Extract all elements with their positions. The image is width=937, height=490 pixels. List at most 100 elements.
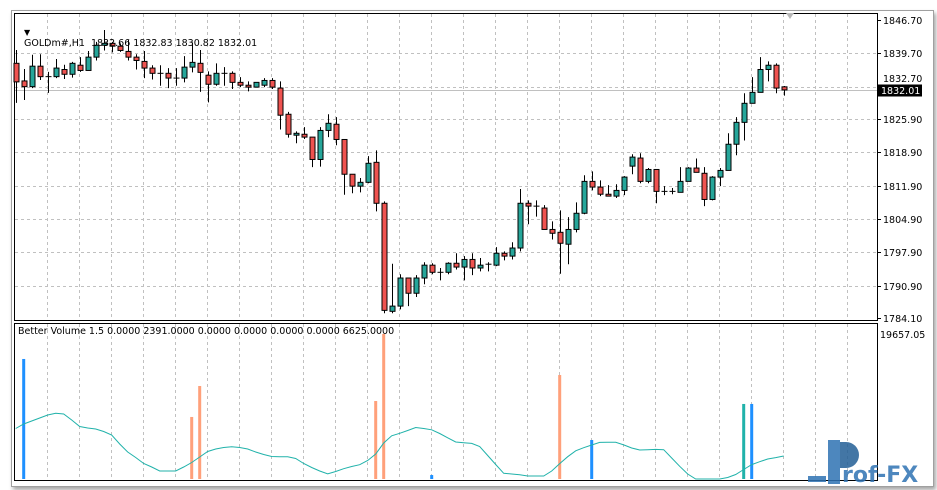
candle (341, 138, 348, 195)
candle-body-bull (749, 91, 756, 104)
chart-header: ▼ GOLDm#,H1 1832.66 1832.83 1830.82 1832… (18, 16, 257, 49)
candle-body-bull (445, 262, 452, 273)
candle-body-bear (205, 74, 212, 85)
candle (109, 41, 116, 53)
candle (269, 78, 276, 90)
price-tick-label: 1825.90 (883, 115, 922, 126)
candle-body-bull (53, 67, 60, 78)
logo-p-bowl (840, 442, 859, 468)
candle (253, 81, 260, 88)
candle-body-bull (709, 176, 716, 200)
candle-body-bear (429, 264, 436, 273)
chart-menu-triangle-icon[interactable]: ▼ (24, 28, 31, 37)
candle (53, 59, 60, 79)
candle-body-bear (237, 81, 244, 86)
candle (157, 65, 164, 86)
candle-body-bull (213, 72, 220, 85)
candle-body-bull (725, 143, 732, 171)
current-price-label: 1832.01 (881, 86, 920, 97)
candle-body-bull (613, 189, 620, 197)
volume-bar-orange (190, 416, 194, 479)
candle-body-bear (405, 277, 412, 294)
candle-body-bull (293, 132, 300, 136)
candle (565, 217, 572, 265)
candle (37, 54, 44, 80)
candle (117, 43, 124, 52)
volume-bar-blue (590, 440, 594, 479)
candle-body-bull (357, 181, 364, 187)
candle (133, 54, 140, 70)
candle-body-bear (133, 56, 140, 61)
candle (301, 127, 308, 140)
candle (781, 86, 788, 96)
candle-body-bear (309, 136, 316, 160)
candle (653, 168, 660, 204)
candle-body-bear (701, 172, 708, 200)
candle-body-bear (125, 50, 132, 58)
candle-body-bear (341, 138, 348, 175)
grid-lines (15, 14, 877, 480)
candle (69, 61, 76, 78)
symbol-timeframe: GOLDm#,H1 (24, 38, 85, 49)
candle-body-bear (781, 86, 788, 91)
price-tick-label: 1811.90 (883, 182, 922, 193)
candle (397, 274, 404, 310)
volume-bar-orange (198, 385, 202, 479)
candle (637, 153, 644, 184)
candle-body-bull (509, 247, 516, 257)
candle-body-bear (541, 207, 548, 230)
candle-body-bull (717, 169, 724, 178)
candle (45, 71, 52, 93)
candle (621, 176, 628, 196)
candle (229, 71, 236, 90)
candle-body-bear (141, 60, 148, 69)
candle (573, 202, 580, 233)
candle (149, 65, 156, 80)
candle (181, 56, 188, 83)
candle-body-bull (629, 156, 636, 167)
candles (13, 29, 788, 314)
candle (589, 171, 596, 191)
candle (645, 168, 652, 184)
candle (741, 93, 748, 141)
price-tick-label: 1790.90 (883, 282, 922, 293)
candle-body-bear (469, 258, 476, 269)
candle-body-bull (85, 56, 92, 71)
chart-shift-marker-icon[interactable] (786, 13, 794, 19)
volume-bar-orange (382, 333, 386, 479)
candle (581, 175, 588, 215)
candle (709, 176, 716, 201)
price-pane-border (14, 13, 878, 321)
candle (189, 42, 196, 73)
candle-body-bear (301, 133, 308, 138)
candle-body-bull (765, 64, 772, 71)
candle-body-bear (589, 180, 596, 188)
candle-body-bear (333, 123, 340, 140)
price-tick-label: 1832.70 (883, 74, 922, 85)
logo-p-stem (828, 440, 840, 484)
volume-bar-blue (430, 475, 434, 479)
candle (261, 78, 268, 88)
candle-body-bull (565, 228, 572, 245)
candle-body-bear (61, 69, 68, 75)
candle (469, 253, 476, 276)
candle (725, 133, 732, 171)
price-tick-label: 1818.90 (883, 148, 922, 159)
candle-body-bull (685, 167, 692, 182)
candle (141, 50, 148, 79)
candle-body-bull (645, 168, 652, 182)
candle (549, 221, 556, 240)
candle-body-bull (517, 202, 524, 249)
candle-body-bull (493, 252, 500, 266)
volume-bar-blue (750, 403, 754, 479)
candle-body-bear (269, 79, 276, 88)
candle (405, 277, 412, 307)
candle (501, 251, 508, 261)
candle-body-bear (693, 167, 700, 173)
candle-body-bull (325, 122, 332, 131)
prof-fx-logo: rof-FX (808, 440, 937, 490)
candle-body-bull (93, 44, 100, 58)
candle-body-bear (109, 42, 116, 47)
candle-body-bear (773, 64, 780, 89)
